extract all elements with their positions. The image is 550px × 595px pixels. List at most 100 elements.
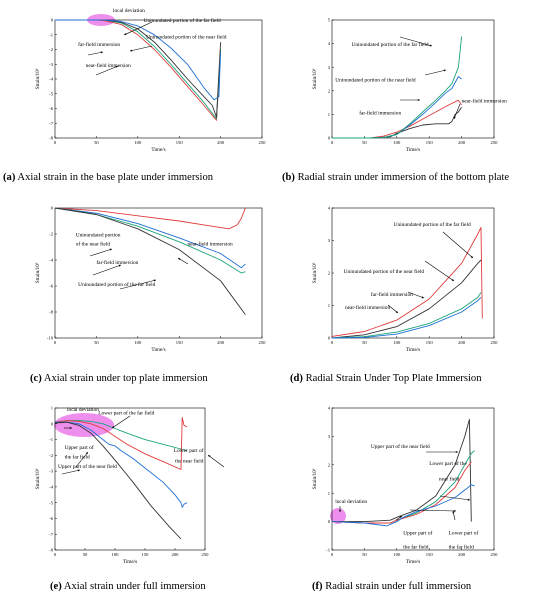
annotation-label: Lower part of [449,529,479,536]
chart-panel-c: 0 50 100 150 200 250 -10 -8 -6 -4 -2 0 Time/s Strain/… [30,206,266,384]
series-line-red [331,227,483,337]
series-line-blue [332,76,462,139]
annotation-arrowhead [112,425,115,428]
annotation-arrowhead [399,516,402,519]
x-tick-label: 100 [393,552,401,557]
x-tick-label: 50 [83,552,88,557]
x-axis-label: Time/s [151,147,165,153]
series-line-black [332,418,472,523]
local-deviation-highlight [330,508,346,524]
x-tick-label: 250 [259,340,267,345]
series-line-blue [331,484,475,527]
annotation-label: the far field [403,544,428,551]
y-tick-label: -2 [49,453,54,458]
x-tick-label: 0 [54,552,57,557]
annotation-label: Uninundated portion of the near field [335,76,416,83]
annotation-arrow [453,103,461,120]
annotation-arrowhead [470,255,473,258]
plot-frame [331,407,495,551]
y-tick-label: 4 [328,41,331,46]
y-tick-label: -7 [49,532,54,537]
annotation-arrowhead [100,51,103,54]
annotation-arrowhead [443,69,446,72]
x-tick-label: 250 [491,552,499,557]
y-axis-label: Strain/10³ [35,68,41,89]
annotation-label: far-field immersion [371,291,413,298]
y-tick-label: 2 [328,462,331,467]
annotation-arrowhead [338,509,342,512]
annotation-arrowhead [124,33,127,36]
x-tick-label: 150 [176,340,184,345]
y-tick-label: 5 [328,18,331,23]
annotation-arrowhead [467,498,470,501]
x-tick-label: 200 [172,552,180,557]
caption-prefix: (c) [30,373,42,384]
y-tick-label: -4 [49,77,54,82]
annotation-label: Lower part of the far field [98,409,154,416]
annotation-label: near-field immersion [462,98,508,105]
x-tick-label: 100 [134,140,142,145]
y-tick-label: -8 [49,548,54,553]
y-tick-label: 3 [328,65,331,70]
annotation-arrow [407,291,425,299]
annotation-label: Uninundated portion [76,233,121,239]
annotation-label: the near field [175,457,204,464]
x-tick-label: 50 [362,340,367,345]
series-line-blue [55,19,222,101]
annotation-arrowhead [453,116,456,119]
x-tick-label: 250 [202,552,210,557]
x-tick-label: 0 [54,340,57,345]
annotation-label: local deviation [335,499,367,505]
y-tick-label: 3 [328,238,331,243]
annotation-arrow [399,36,433,47]
annotation-arrowhead [118,264,121,267]
series-line-green [54,420,188,452]
x-axis-label: Time/s [123,559,137,565]
series-line-green [332,36,463,139]
y-tick-label: -4 [49,484,54,489]
x-axis-label: Time/s [406,559,420,565]
annotation-arrowhead [77,469,80,472]
annotation-label: Uninundated portion of the far field [78,281,155,288]
x-tick-label: 150 [176,140,184,145]
annotation-arrowhead [115,65,118,68]
annotation-label: the far field [449,544,474,551]
series-line-blue [331,297,482,339]
x-tick-label: 200 [217,340,225,345]
y-tick-label: 0 [328,519,331,524]
x-axis-label: Time/s [151,347,165,353]
y-axis-label: Strain/10³ [312,68,318,89]
annotation-label: Lower part of the [429,460,467,467]
annotation-arrowhead [451,278,454,281]
x-tick-label: 250 [491,140,499,145]
annotation-label: Uninundated portion of the near field [146,33,227,40]
y-tick-label: -4 [49,258,54,263]
x-tick-label: 0 [331,340,334,345]
annotation-arrowhead [130,49,133,52]
x-tick-label: 50 [94,340,99,345]
annotation-arrow [61,469,81,475]
y-tick-label: 3 [328,434,331,439]
y-tick-label: -6 [49,516,54,521]
series-line-black [54,421,182,540]
y-tick-label: 2 [328,271,331,276]
x-tick-label: 200 [458,552,466,557]
annotation-arrow [424,69,447,76]
y-axis-label: Strain/10³ [312,262,318,283]
y-tick-label: 1 [51,406,54,411]
x-tick-label: 50 [362,552,367,557]
y-tick-label: -5 [49,500,54,505]
annotation-arrow [442,231,474,259]
series-line-blue [54,207,246,269]
annotation-arrowhead [455,450,458,454]
y-tick-label: 0 [328,136,331,141]
annotation-label: local deviation [113,8,145,14]
annotation-arrow [409,509,457,512]
annotation-label: far-field immersion [78,41,120,48]
annotation-arrow [92,264,122,276]
chart-panel-a: 0 50 100 150 200 250 -8 -7 -6 -5 -4 -3 -2 -1 0 Time/s St… [3,8,266,183]
annotation-label: near field [439,475,460,482]
annotation-arrowhead [417,98,420,102]
annotation-arrow [439,495,471,501]
y-tick-label: -2 [49,47,54,52]
